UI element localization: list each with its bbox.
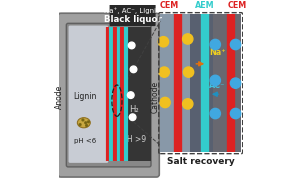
Circle shape [79,124,81,125]
Text: pH <6: pH <6 [74,138,96,144]
Text: Na⁺, AC⁻, Lignin: Na⁺, AC⁻, Lignin [104,8,161,14]
Text: pH >9: pH >9 [122,135,146,144]
Text: AEM: AEM [195,1,214,10]
Text: Salt recovery: Salt recovery [167,157,235,166]
Bar [213,14,241,152]
Circle shape [130,66,137,73]
Circle shape [210,39,220,50]
Circle shape [210,75,220,86]
Text: CEM: CEM [227,1,247,10]
Circle shape [88,121,89,123]
Circle shape [183,34,193,44]
Text: AC⁻: AC⁻ [209,81,225,90]
Circle shape [160,97,170,108]
Circle shape [85,122,87,124]
FancyBboxPatch shape [110,4,156,26]
Circle shape [129,114,136,121]
Circle shape [230,108,241,119]
Text: Black liquor: Black liquor [104,15,162,24]
Circle shape [183,99,193,109]
Text: Cathode: Cathode [151,81,160,113]
Text: Anode: Anode [55,85,64,109]
Circle shape [82,119,84,121]
Circle shape [158,37,169,47]
Bar [190,14,213,152]
Ellipse shape [77,118,90,128]
FancyBboxPatch shape [66,23,151,167]
FancyBboxPatch shape [69,26,108,163]
Text: Lignin: Lignin [73,92,96,101]
Bar [120,27,151,161]
Circle shape [210,108,220,119]
Circle shape [128,42,135,49]
Text: H₂: H₂ [130,105,139,114]
Text: CEM: CEM [159,1,179,10]
Circle shape [127,92,134,98]
Circle shape [183,67,194,77]
FancyBboxPatch shape [58,13,159,177]
Circle shape [230,78,241,88]
Text: Na⁺: Na⁺ [209,48,225,57]
Circle shape [230,39,241,50]
Circle shape [86,125,88,126]
Bar [160,14,190,152]
Circle shape [159,67,169,77]
